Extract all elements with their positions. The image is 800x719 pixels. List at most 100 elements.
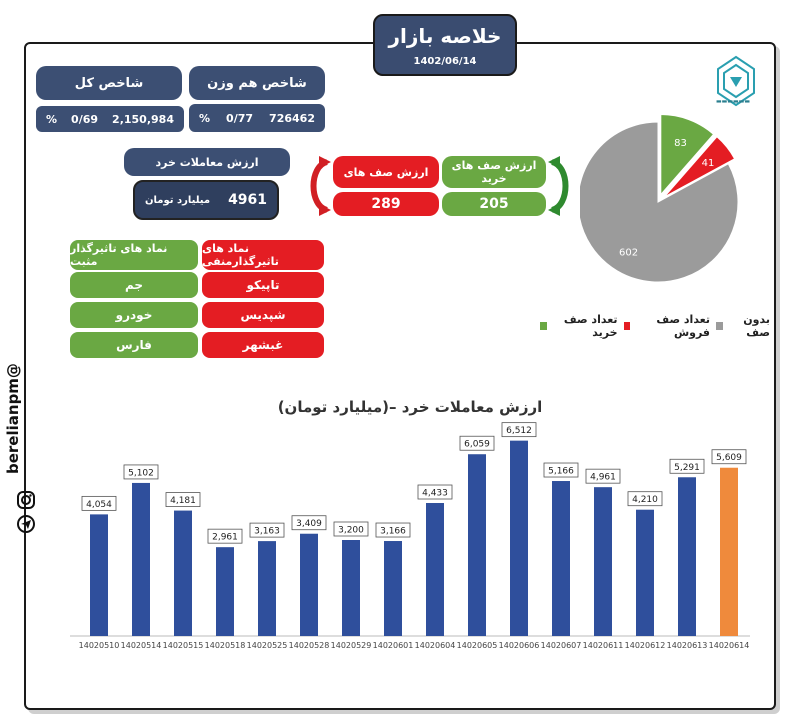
legend-item-buy-queue: تعداد صف خرید — [540, 313, 618, 339]
x-tick-label: 14020529 — [331, 641, 372, 650]
data-label-box — [291, 515, 327, 531]
page-title: خلاصه بازار — [388, 24, 502, 48]
bar — [426, 503, 444, 636]
legend-swatch-buy-queue — [540, 322, 547, 330]
data-label-box — [333, 521, 369, 537]
legend-label-sell-queue: تعداد صف فروش — [656, 313, 711, 339]
x-tick-label: 14020518 — [205, 641, 246, 650]
pie-label: 602 — [619, 248, 638, 259]
data-label-box — [459, 435, 495, 451]
data-label: 2,961 — [212, 533, 238, 543]
pie-slice — [663, 136, 736, 198]
data-label-box — [669, 458, 705, 474]
positive-symbols-header: نماد های تاثیرگذار مثبت — [70, 240, 198, 270]
legend-swatch-no-queue — [716, 322, 723, 330]
legend-label-no-queue: بدون صف — [743, 313, 770, 339]
data-label: 5,102 — [128, 468, 154, 478]
data-label-box — [585, 468, 621, 484]
bar — [174, 510, 192, 636]
data-label: 6,059 — [464, 440, 490, 450]
pie-label: 41 — [702, 158, 715, 169]
x-tick-label: 14020601 — [373, 641, 414, 650]
bar-chart-svg: ارزش معاملات خرد –(میلیارد تومان) 4,054 1… — [60, 382, 760, 682]
bar — [636, 509, 654, 636]
negative-symbols-header: نماد های تاثیرگذارمنفی — [202, 240, 324, 270]
bar — [720, 467, 738, 636]
sell-queue-label: ارزش صف های — [333, 156, 439, 188]
data-label: 4,210 — [632, 495, 658, 505]
buy-queue-label: ارزش صف های خرید — [442, 156, 546, 188]
title-box: خلاصه بازار 1402/06/14 — [373, 14, 517, 76]
x-tick-label: 14020510 — [79, 641, 120, 650]
legend-label-buy-queue: تعداد صف خرید — [563, 313, 618, 339]
bar — [678, 477, 696, 636]
data-label: 3,163 — [254, 527, 280, 537]
bar — [300, 533, 318, 636]
x-tick-label: 14020605 — [457, 641, 498, 650]
positive-symbol-1: جم — [70, 272, 198, 298]
green-cycle-arrow-icon — [548, 156, 569, 216]
bar — [342, 540, 360, 636]
brand-logo-caption: ▬▬▬▬▬▬ — [715, 98, 750, 105]
brand-logo-icon — [717, 55, 755, 107]
data-label: 3,166 — [380, 527, 406, 537]
sell-queue-value: 289 — [333, 192, 439, 216]
chart-title: ارزش معاملات خرد –(میلیارد تومان) — [278, 398, 543, 416]
bar — [132, 482, 150, 636]
pie-label: 83 — [674, 138, 687, 149]
data-label: 3,200 — [338, 526, 364, 536]
data-label-box — [501, 422, 537, 438]
positive-symbol-3: فارس — [70, 332, 198, 358]
data-label-box — [207, 528, 243, 544]
bar — [468, 454, 486, 636]
equal-index-percent-sign: % — [199, 111, 211, 125]
pie-slice — [660, 114, 715, 196]
retail-trade-label: ارزش معاملات خرد — [124, 148, 290, 176]
retail-trade-value-box: 4961 میلیارد تومان — [133, 180, 279, 220]
legend-item-sell-queue: تعداد صف فروش — [623, 313, 711, 339]
legend-swatch-sell-queue — [623, 322, 631, 330]
retail-trade-value: 4961 — [228, 192, 268, 208]
data-label-box — [249, 522, 285, 538]
pie-legend: بدون صف تعداد صف فروش تعداد صف خرید — [540, 313, 770, 339]
data-label: 6,512 — [506, 426, 532, 436]
x-tick-label: 14020515 — [163, 641, 204, 650]
data-label: 5,166 — [548, 467, 574, 477]
queue-pie-chart: 83 41 602 — [580, 114, 739, 283]
telegram-icon — [17, 515, 35, 533]
x-tick-label: 14020612 — [625, 641, 666, 650]
total-index-percent-sign: % — [46, 112, 58, 126]
data-label: 5,291 — [674, 463, 700, 473]
bar — [258, 541, 276, 636]
data-label-box — [543, 462, 579, 478]
total-index-value-box: % 0/69 2,150,984 — [36, 106, 184, 132]
equal-index-change: 0/77 — [226, 111, 254, 125]
data-label: 5,609 — [716, 453, 742, 463]
data-label-box — [165, 492, 201, 507]
negative-symbol-1: تاپیکو — [202, 272, 324, 298]
x-tick-label: 14020525 — [247, 641, 288, 650]
x-tick-label: 14020613 — [667, 641, 708, 650]
data-label: 4,054 — [86, 500, 112, 510]
side-handle: berelianpm@ — [4, 363, 22, 474]
equal-index-value-box: % 0/77 726462 — [189, 104, 325, 132]
data-label: 4,433 — [422, 489, 448, 499]
bar — [90, 514, 108, 636]
positive-symbol-2: خودرو — [70, 302, 198, 328]
pie-slice — [580, 121, 739, 283]
bar — [216, 547, 234, 636]
total-index-value: 2,150,984 — [112, 112, 174, 126]
data-label-box — [417, 484, 453, 500]
x-tick-label: 14020606 — [499, 641, 540, 650]
bar — [594, 487, 612, 636]
negative-symbol-2: شپدیس — [202, 302, 324, 328]
data-label-box — [123, 464, 159, 480]
x-tick-label: 14020614 — [709, 641, 750, 650]
bar — [384, 541, 402, 636]
buy-queue-value: 205 — [442, 192, 546, 216]
x-tick-label: 14020604 — [415, 641, 456, 650]
retail-trade-unit: میلیارد تومان — [144, 194, 211, 206]
data-label-box — [711, 449, 747, 465]
data-label: 4,961 — [590, 473, 616, 483]
total-index-change: 0/69 — [71, 112, 99, 126]
